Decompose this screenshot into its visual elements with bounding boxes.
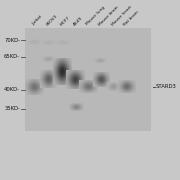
Text: SKOV3: SKOV3 <box>46 14 59 26</box>
Text: 35KD-: 35KD- <box>4 106 20 111</box>
Text: 40KD-: 40KD- <box>4 87 20 93</box>
Text: Jurkat: Jurkat <box>32 15 44 26</box>
Text: STARD3: STARD3 <box>156 84 176 89</box>
Text: 70KD-: 70KD- <box>4 38 20 43</box>
Text: MCF7: MCF7 <box>60 15 71 26</box>
Text: Mouse lung: Mouse lung <box>86 6 106 26</box>
Text: Mouse heart: Mouse heart <box>111 4 133 26</box>
Text: Mouse brain: Mouse brain <box>98 5 120 26</box>
Bar <box>25 28 151 131</box>
Text: 65KD-: 65KD- <box>4 54 20 59</box>
Text: Rat brain: Rat brain <box>123 10 140 26</box>
Text: A549: A549 <box>73 15 84 26</box>
